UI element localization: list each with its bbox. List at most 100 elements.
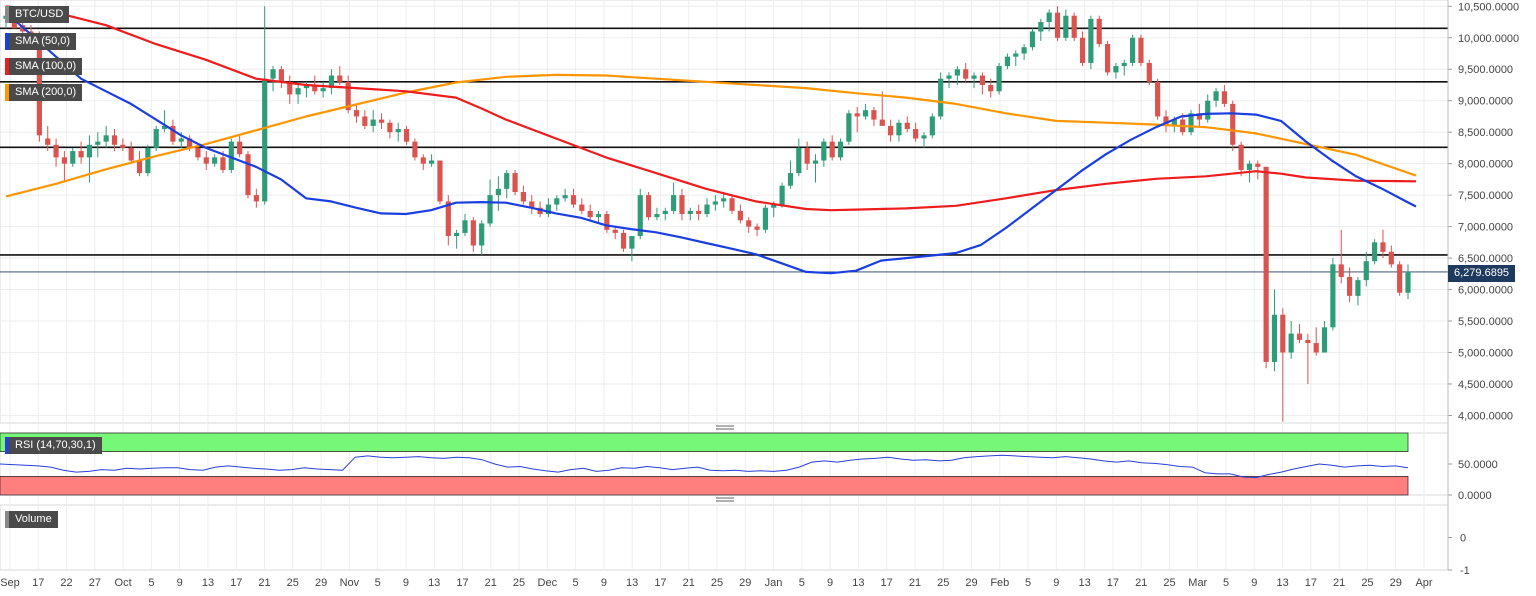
candle-body <box>278 69 284 82</box>
x-tick-label: 25 <box>513 577 525 589</box>
sma200-legend[interactable]: SMA (200,0) <box>5 84 83 101</box>
candle-body <box>45 138 51 145</box>
candle-body <box>587 210 593 218</box>
candle-body <box>1155 81 1161 117</box>
sma50-legend[interactable]: SMA (50,0) <box>5 33 77 50</box>
x-tick-label: 17 <box>1107 577 1119 589</box>
candle-body <box>395 129 401 133</box>
x-tick-label: 29 <box>739 577 751 589</box>
candle-body <box>445 201 451 237</box>
rsi-legend[interactable]: RSI (14,70,30,1) <box>5 437 102 454</box>
x-tick-label: 9 <box>403 577 409 589</box>
candle-body <box>420 157 426 164</box>
candle-body <box>195 147 201 158</box>
x-tick-label: 21 <box>683 577 695 589</box>
candle-body <box>704 204 710 215</box>
candle-body <box>1130 37 1136 63</box>
candle-body <box>1338 264 1344 277</box>
grid <box>0 0 1449 571</box>
candle-body <box>979 75 985 85</box>
candle-body <box>1271 314 1278 362</box>
candle-body <box>1313 343 1319 353</box>
x-tick-label: 25 <box>711 577 723 589</box>
candle-body <box>245 154 251 196</box>
candle-body <box>796 147 802 174</box>
candle-body <box>111 135 118 145</box>
x-tick-label: 22 <box>60 577 72 589</box>
candle-body <box>479 223 485 246</box>
x-tick-label: 9 <box>601 577 607 589</box>
candle-body <box>145 147 151 174</box>
candle-body <box>128 147 134 161</box>
candle-body <box>1213 91 1219 101</box>
y-tick-label: 7,500.0000 <box>1458 190 1513 202</box>
candle-body <box>136 160 143 174</box>
y-tick-label: 4,500.0000 <box>1458 379 1513 391</box>
candle-body <box>570 195 577 205</box>
x-tick-label: 17 <box>230 577 242 589</box>
candle-body <box>520 191 526 202</box>
candle-body <box>1121 62 1127 67</box>
candle-body <box>412 141 418 158</box>
x-tick-label: 29 <box>315 577 327 589</box>
candle-body <box>787 173 794 186</box>
candle-body <box>954 69 960 76</box>
volume-legend[interactable]: Volume <box>5 511 58 528</box>
candle-body <box>1330 264 1336 328</box>
candles <box>3 6 1411 422</box>
y-tick-label: 9,000.0000 <box>1458 96 1513 108</box>
x-tick-label: 27 <box>89 577 101 589</box>
x-tick-label: 5 <box>1223 577 1229 589</box>
candle-body <box>328 75 335 89</box>
candle-body <box>629 236 635 249</box>
candle-body <box>237 141 243 155</box>
candle-body <box>612 229 618 233</box>
volume-panel-bg <box>0 504 1449 571</box>
y-tick-label: 4,000.0000 <box>1458 410 1513 422</box>
sma100-legend-text: SMA (100,0) <box>15 60 77 72</box>
x-tick-label: 21 <box>909 577 921 589</box>
candle-body <box>729 198 735 211</box>
candle-body <box>904 122 910 130</box>
candle-body <box>1071 15 1077 38</box>
volume-y-tick-label: 0 <box>1460 533 1466 545</box>
x-tick-label: 25 <box>1163 577 1175 589</box>
candle-body <box>1029 31 1036 48</box>
candle-body <box>1305 339 1311 344</box>
candle-body <box>837 141 844 158</box>
candle-body <box>687 210 693 215</box>
rsi-y-tick-label: 0.0000 <box>1458 490 1492 502</box>
sma100-legend[interactable]: SMA (100,0) <box>5 58 83 75</box>
candle-body <box>1096 18 1102 45</box>
last-price-text: 6,279.6895 <box>1454 267 1510 279</box>
candle-body <box>1346 276 1353 296</box>
candle-body <box>187 138 193 148</box>
candle-body <box>971 75 977 79</box>
candle-body <box>454 232 460 237</box>
x-tick-label: 5 <box>375 577 381 589</box>
x-tick-label: 25 <box>287 577 299 589</box>
candle-body <box>662 210 668 215</box>
candle-body <box>153 129 159 148</box>
x-tick-label: 17 <box>32 577 44 589</box>
candle-body <box>120 144 126 148</box>
candle-body <box>1046 12 1052 23</box>
y-tick-label: 6,000.0000 <box>1458 285 1513 297</box>
x-tick-label: 25 <box>937 577 949 589</box>
x-tick-label: 21 <box>1333 577 1345 589</box>
x-tick-label: 17 <box>654 577 666 589</box>
x-tick-label: 9 <box>1053 577 1059 589</box>
candle-body <box>1013 53 1019 57</box>
rsi-line <box>0 454 1409 479</box>
candle-body <box>854 113 860 117</box>
candle-body <box>737 210 743 221</box>
y-tick-label: 9,500.0000 <box>1458 64 1513 76</box>
x-tick-label: 21 <box>1135 577 1147 589</box>
x-tick-label: 9 <box>827 577 833 589</box>
x-tick-label: 21 <box>485 577 497 589</box>
y-tick-label: 10,500.0000 <box>1458 1 1519 13</box>
x-tick-label: 13 <box>1079 577 1091 589</box>
candle-body <box>170 125 176 142</box>
candle-body <box>161 125 168 130</box>
